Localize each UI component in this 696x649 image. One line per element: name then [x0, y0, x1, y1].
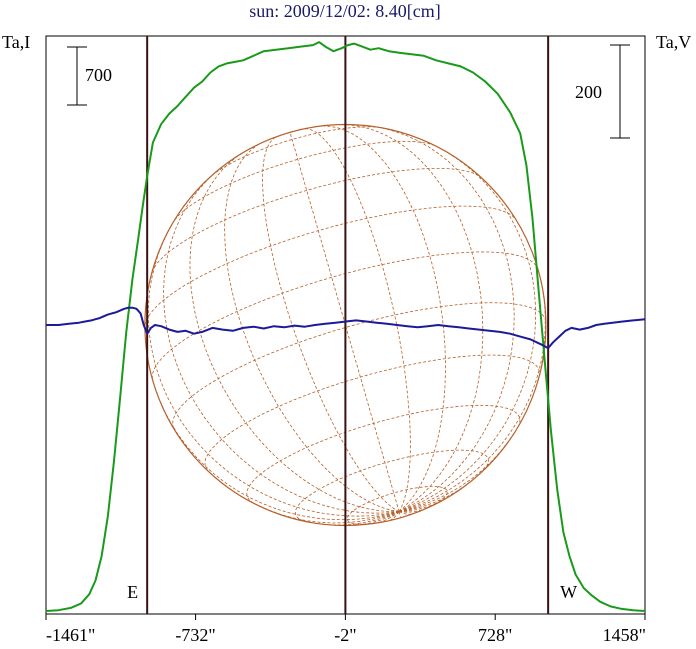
latitude-line: [204, 354, 540, 471]
longitude-line: [329, 511, 400, 526]
longitude-line: [148, 230, 400, 517]
longitude-line: [338, 124, 484, 513]
series-group: [45, 41, 646, 612]
longitude-line: [373, 126, 515, 513]
longitude-line: [323, 125, 446, 512]
latitude-line: [172, 302, 547, 429]
x-axis-ticks: -1461" -732" -2" 728" 1458": [45, 614, 646, 645]
longitude-line: [399, 485, 466, 513]
longitude-line: [154, 386, 400, 521]
x-tick-label: -732": [175, 625, 215, 645]
longitude-line: [399, 502, 438, 513]
longitude-line: [362, 511, 400, 525]
longitude-line: [262, 136, 400, 513]
latitude-line: [144, 205, 516, 326]
right-axis-label: Ta,V: [656, 32, 691, 52]
longitude-line: [163, 171, 400, 514]
chart-title: sun: 2009/12/02: 8.40[cm]: [249, 1, 441, 21]
limb-label: E: [127, 582, 138, 602]
x-tick-label: 728": [478, 625, 512, 645]
longitude-line: [390, 511, 400, 521]
latitude-line: [174, 140, 435, 221]
latitude-line: [151, 168, 482, 272]
right-scale-bar: [610, 44, 630, 139]
longitude-line: [398, 276, 546, 513]
left-scale-bar: [67, 46, 87, 106]
longitude-line: [289, 132, 400, 512]
left-axis-label: Ta,I: [2, 32, 30, 52]
longitude-line: [398, 511, 412, 515]
x-tick-label: 1458": [603, 625, 646, 645]
x-tick-label: -1461": [46, 625, 95, 645]
longitude-line: [224, 144, 400, 513]
longitude-line: [398, 511, 402, 518]
limb-label: W: [560, 582, 577, 602]
solar-disk-grid: [144, 123, 547, 527]
series-line-intensity: [45, 41, 646, 612]
x-tick-label: -2": [334, 625, 356, 645]
latitude-line: [246, 404, 521, 504]
left-scale-label: 700: [85, 65, 112, 85]
right-scale-label: 200: [575, 82, 602, 102]
latitude-line: [151, 251, 538, 379]
longitude-line: [303, 128, 411, 512]
series-line-polarization: [46, 306, 646, 350]
longitude-line: [398, 150, 537, 513]
